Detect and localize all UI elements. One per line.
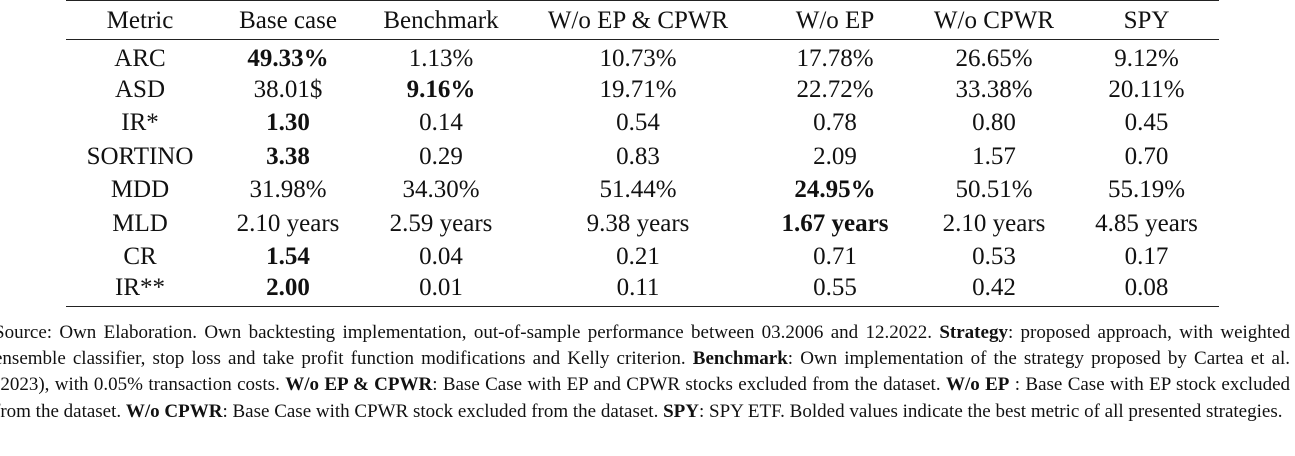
metric-value-cell: 2.00 — [214, 273, 362, 308]
table-row: MLD 2.10 years 2.59 years 9.38 years 1.67 ye… — [66, 206, 1219, 239]
table-row: ASD 38.01$ 9.16% 19.71% 22.72% 33.38% 20.11% — [66, 73, 1219, 106]
metric-value-cell: 0.17 — [1124, 243, 1169, 271]
metric-value-cell: 9.16% — [406, 76, 476, 104]
metric-value-cell: 0.42 — [914, 273, 1074, 308]
table-caption: Source: Own Elaboration. Own backtesting… — [0, 320, 1290, 425]
metric-value-cell: 1.13% — [408, 44, 474, 72]
metric-value-cell: 9.12% — [1114, 44, 1179, 72]
metric-name-cell: MLD — [112, 209, 168, 237]
metric-name-cell: SORTINO — [86, 142, 194, 170]
metric-value-cell: 0.53 — [972, 243, 1016, 271]
metric-value-cell: 10.73% — [599, 44, 677, 72]
metric-value-cell: 0.04 — [419, 243, 463, 271]
metric-value-cell: 0.14 — [419, 109, 463, 137]
results-table: Metric Base case Benchmark W/o EP & CPWR W/o… — [66, 0, 1219, 308]
caption-woep-desc: : Base Case with EP stock excluded from … — [0, 374, 1291, 422]
metric-name-cell: ASD — [114, 76, 165, 104]
metric-value-cell: 0.08 — [1074, 273, 1219, 308]
metric-value-cell: 33.38% — [955, 76, 1033, 104]
metric-value-cell: 22.72% — [796, 76, 874, 104]
column-header: W/o CPWR — [914, 0, 1074, 40]
metric-value-cell: 17.78% — [796, 44, 874, 72]
metric-value-cell: 0.11 — [520, 273, 756, 308]
metric-value-cell: 49.33% — [247, 44, 329, 72]
metric-value-cell: 0.54 — [616, 109, 660, 137]
metric-value-cell: 0.29 — [419, 142, 463, 170]
caption-benchmark-term: Benchmark — [692, 348, 788, 370]
caption-spy-term: SPY — [663, 400, 699, 422]
column-header: SPY — [1074, 0, 1219, 40]
metric-value-cell: 2.10 years — [942, 209, 1046, 237]
metric-value-cell: 2.59 years — [389, 209, 493, 237]
header-row: Metric Base case Benchmark W/o EP & CPWR W/o… — [66, 0, 1219, 40]
metric-value-cell: 1.67 years — [781, 209, 889, 237]
table-body: ARC 49.33% 1.13% 10.73% 17.78% 26.65% 9.12% ASD… — [66, 40, 1219, 308]
metric-value-cell: 34.30% — [402, 176, 480, 204]
metric-value-cell: 20.11% — [1108, 76, 1185, 104]
metric-value-cell: 19.71% — [599, 76, 677, 104]
caption-woepcpwr-desc: : Base Case with EP and CPWR stocks excl… — [432, 374, 941, 396]
caption-woep-term: W/o EP — [945, 374, 1010, 396]
metric-name-cell: IR** — [66, 273, 214, 308]
metric-value-cell: 2.09 — [813, 142, 857, 170]
column-header: Base case — [214, 0, 362, 40]
table-row: IR* 1.30 0.14 0.54 0.78 0.80 0.45 — [66, 106, 1219, 139]
table-row: ARC 49.33% 1.13% 10.73% 17.78% 26.65% 9.12% — [66, 40, 1219, 73]
column-header: W/o EP — [756, 0, 914, 40]
table-row: MDD 31.98% 34.30% 51.44% 24.95% 50.51% 55.19% — [66, 173, 1219, 206]
metric-name-cell: MDD — [110, 176, 170, 204]
metric-value-cell: 0.80 — [972, 109, 1016, 137]
metric-value-cell: 0.45 — [1124, 109, 1169, 137]
metric-value-cell: 2.10 years — [236, 209, 340, 237]
metric-value-cell: 51.44% — [599, 176, 677, 204]
metric-name-cell: ARC — [114, 44, 166, 72]
metric-value-cell: 9.38 years — [586, 209, 690, 237]
metric-value-cell: 0.83 — [616, 142, 660, 170]
caption-wocpwr-term: W/o CPWR — [125, 400, 223, 422]
metric-value-cell: 0.71 — [813, 243, 857, 271]
metric-value-cell: 50.51% — [955, 176, 1033, 204]
metric-value-cell: 0.21 — [616, 243, 660, 271]
table-row: SORTINO 3.38 0.29 0.83 2.09 1.57 0.70 — [66, 140, 1219, 173]
metric-value-cell: 0.78 — [813, 109, 857, 137]
table-row: CR 1.54 0.04 0.21 0.71 0.53 0.17 — [66, 240, 1219, 273]
metric-value-cell: 24.95% — [794, 176, 876, 204]
metric-name-cell: IR* — [121, 109, 159, 137]
metric-value-cell: 1.54 — [266, 243, 310, 271]
column-header: Metric — [66, 0, 214, 40]
table-row: IR** 2.00 0.01 0.11 0.55 0.42 0.08 — [66, 273, 1219, 308]
table-header: Metric Base case Benchmark W/o EP & CPWR W/o… — [66, 0, 1219, 40]
caption-spy-desc: : SPY ETF. Bolded values indicate the be… — [699, 400, 1283, 422]
metric-name-cell: CR — [123, 243, 157, 271]
metric-value-cell: 0.01 — [362, 273, 520, 308]
metric-value-cell: 0.70 — [1124, 142, 1169, 170]
metric-value-cell: 31.98% — [249, 176, 327, 204]
metric-value-cell: 3.38 — [266, 142, 310, 170]
metric-value-cell: 38.01$ — [253, 76, 323, 104]
caption-source: Source: Own Elaboration. Own backtesting… — [0, 322, 933, 343]
caption-wocpwr-desc: : Base Case with CPWR stock excluded fro… — [222, 400, 659, 422]
column-header: W/o EP & CPWR — [520, 0, 756, 40]
caption-strategy-term: Strategy — [939, 322, 1008, 343]
caption-benchmark-desc: : Own implementation of the strategy pro… — [0, 348, 1291, 396]
metric-value-cell: 1.30 — [266, 109, 310, 137]
metric-value-cell: 55.19% — [1107, 176, 1186, 204]
column-header: Benchmark — [362, 0, 520, 40]
metric-value-cell: 1.57 — [972, 142, 1016, 170]
caption-woepcpwr-term: W/o EP & CPWR — [285, 374, 433, 396]
metric-value-cell: 4.85 years — [1095, 209, 1198, 237]
metric-value-cell: 26.65% — [955, 44, 1033, 72]
caption-strategy-desc: : proposed approach, with weighted ensem… — [0, 322, 1291, 370]
metric-value-cell: 0.55 — [756, 273, 914, 308]
